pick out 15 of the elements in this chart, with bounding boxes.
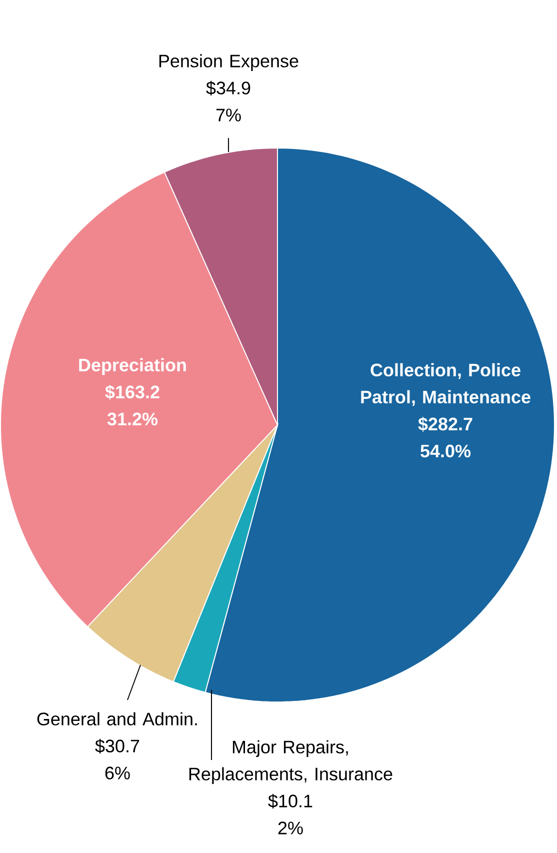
data-label: $10.1	[268, 794, 312, 808]
data-label: $34.9	[206, 80, 250, 96]
text: 7%	[216, 108, 241, 122]
data-label: $282.7	[418, 416, 472, 432]
slice-label: Pension Expense	[159, 54, 298, 71]
text: 2%	[278, 822, 303, 834]
text: 54.0%	[420, 444, 470, 458]
slice-label: General and Admin.	[37, 712, 197, 726]
slice-label: Depreciation	[78, 358, 186, 375]
slice-label: Collection, Police Patrol, Maintenance	[360, 363, 530, 406]
slice-label: Major Repairs, Replacements, Insurance	[189, 740, 392, 784]
data-label: $30.7	[94, 738, 139, 754]
text: 31.2%	[107, 412, 158, 426]
data-label: $163.2	[104, 384, 160, 400]
text: 6%	[105, 766, 130, 780]
